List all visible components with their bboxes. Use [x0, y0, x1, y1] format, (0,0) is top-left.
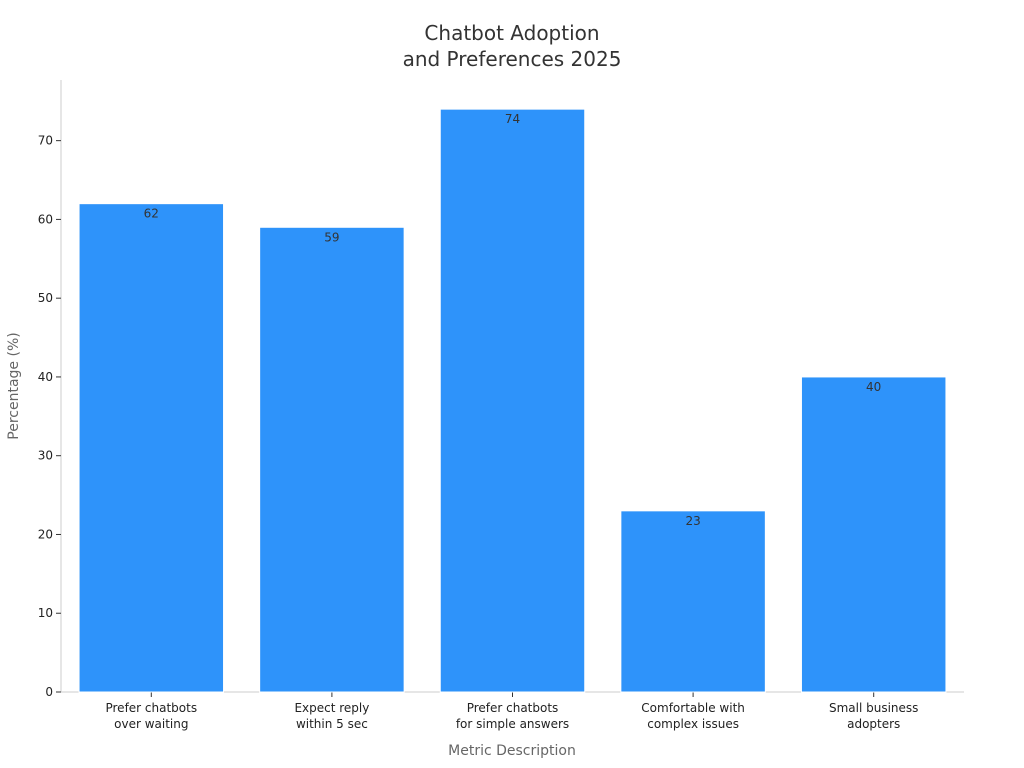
- x-tick-label: for simple answers: [456, 717, 569, 731]
- bar: [800, 376, 947, 693]
- bar: [620, 510, 766, 693]
- data-label: 62: [144, 207, 159, 221]
- axes: 0 10 20 30 40 50 60 70 Prefer chatbots over waiti…: [38, 80, 964, 731]
- x-tick-label: Prefer chatbots: [105, 701, 197, 715]
- data-label: 59: [324, 230, 339, 244]
- y-tick-label: 0: [45, 685, 53, 699]
- x-tick-label: over waiting: [114, 717, 188, 731]
- x-tick-label: within 5 sec: [296, 717, 368, 731]
- y-tick-label: 60: [38, 212, 53, 226]
- x-axis-title: Metric Description: [448, 743, 576, 759]
- x-tick-label: Prefer chatbots: [467, 701, 559, 715]
- y-tick-label: 30: [38, 449, 53, 463]
- bar: [439, 108, 586, 693]
- y-tick-label: 20: [38, 527, 53, 541]
- y-tick-label: 40: [38, 370, 53, 384]
- x-tick-label: Comfortable with: [641, 701, 745, 715]
- y-tick-label: 10: [38, 606, 53, 620]
- y-tick-label: 70: [38, 134, 53, 148]
- data-label: 40: [866, 380, 881, 394]
- data-label: 23: [685, 514, 700, 528]
- x-tick-label: Expect reply: [294, 701, 369, 715]
- data-labels: 62 59 74 23 40: [144, 112, 882, 528]
- data-label: 74: [505, 112, 520, 126]
- x-tick-label: adopters: [847, 717, 900, 731]
- x-tick-label: complex issues: [647, 717, 739, 731]
- bars: [78, 108, 947, 693]
- bar: [259, 226, 405, 693]
- chart-title-line-2: and Preferences 2025: [403, 47, 622, 71]
- y-axis-title: Percentage (%): [6, 332, 22, 439]
- chart-title-line-1: Chatbot Adoption: [424, 21, 599, 45]
- x-tick-label: Small business: [829, 701, 918, 715]
- y-tick-label: 50: [38, 291, 53, 305]
- bar: [78, 203, 225, 693]
